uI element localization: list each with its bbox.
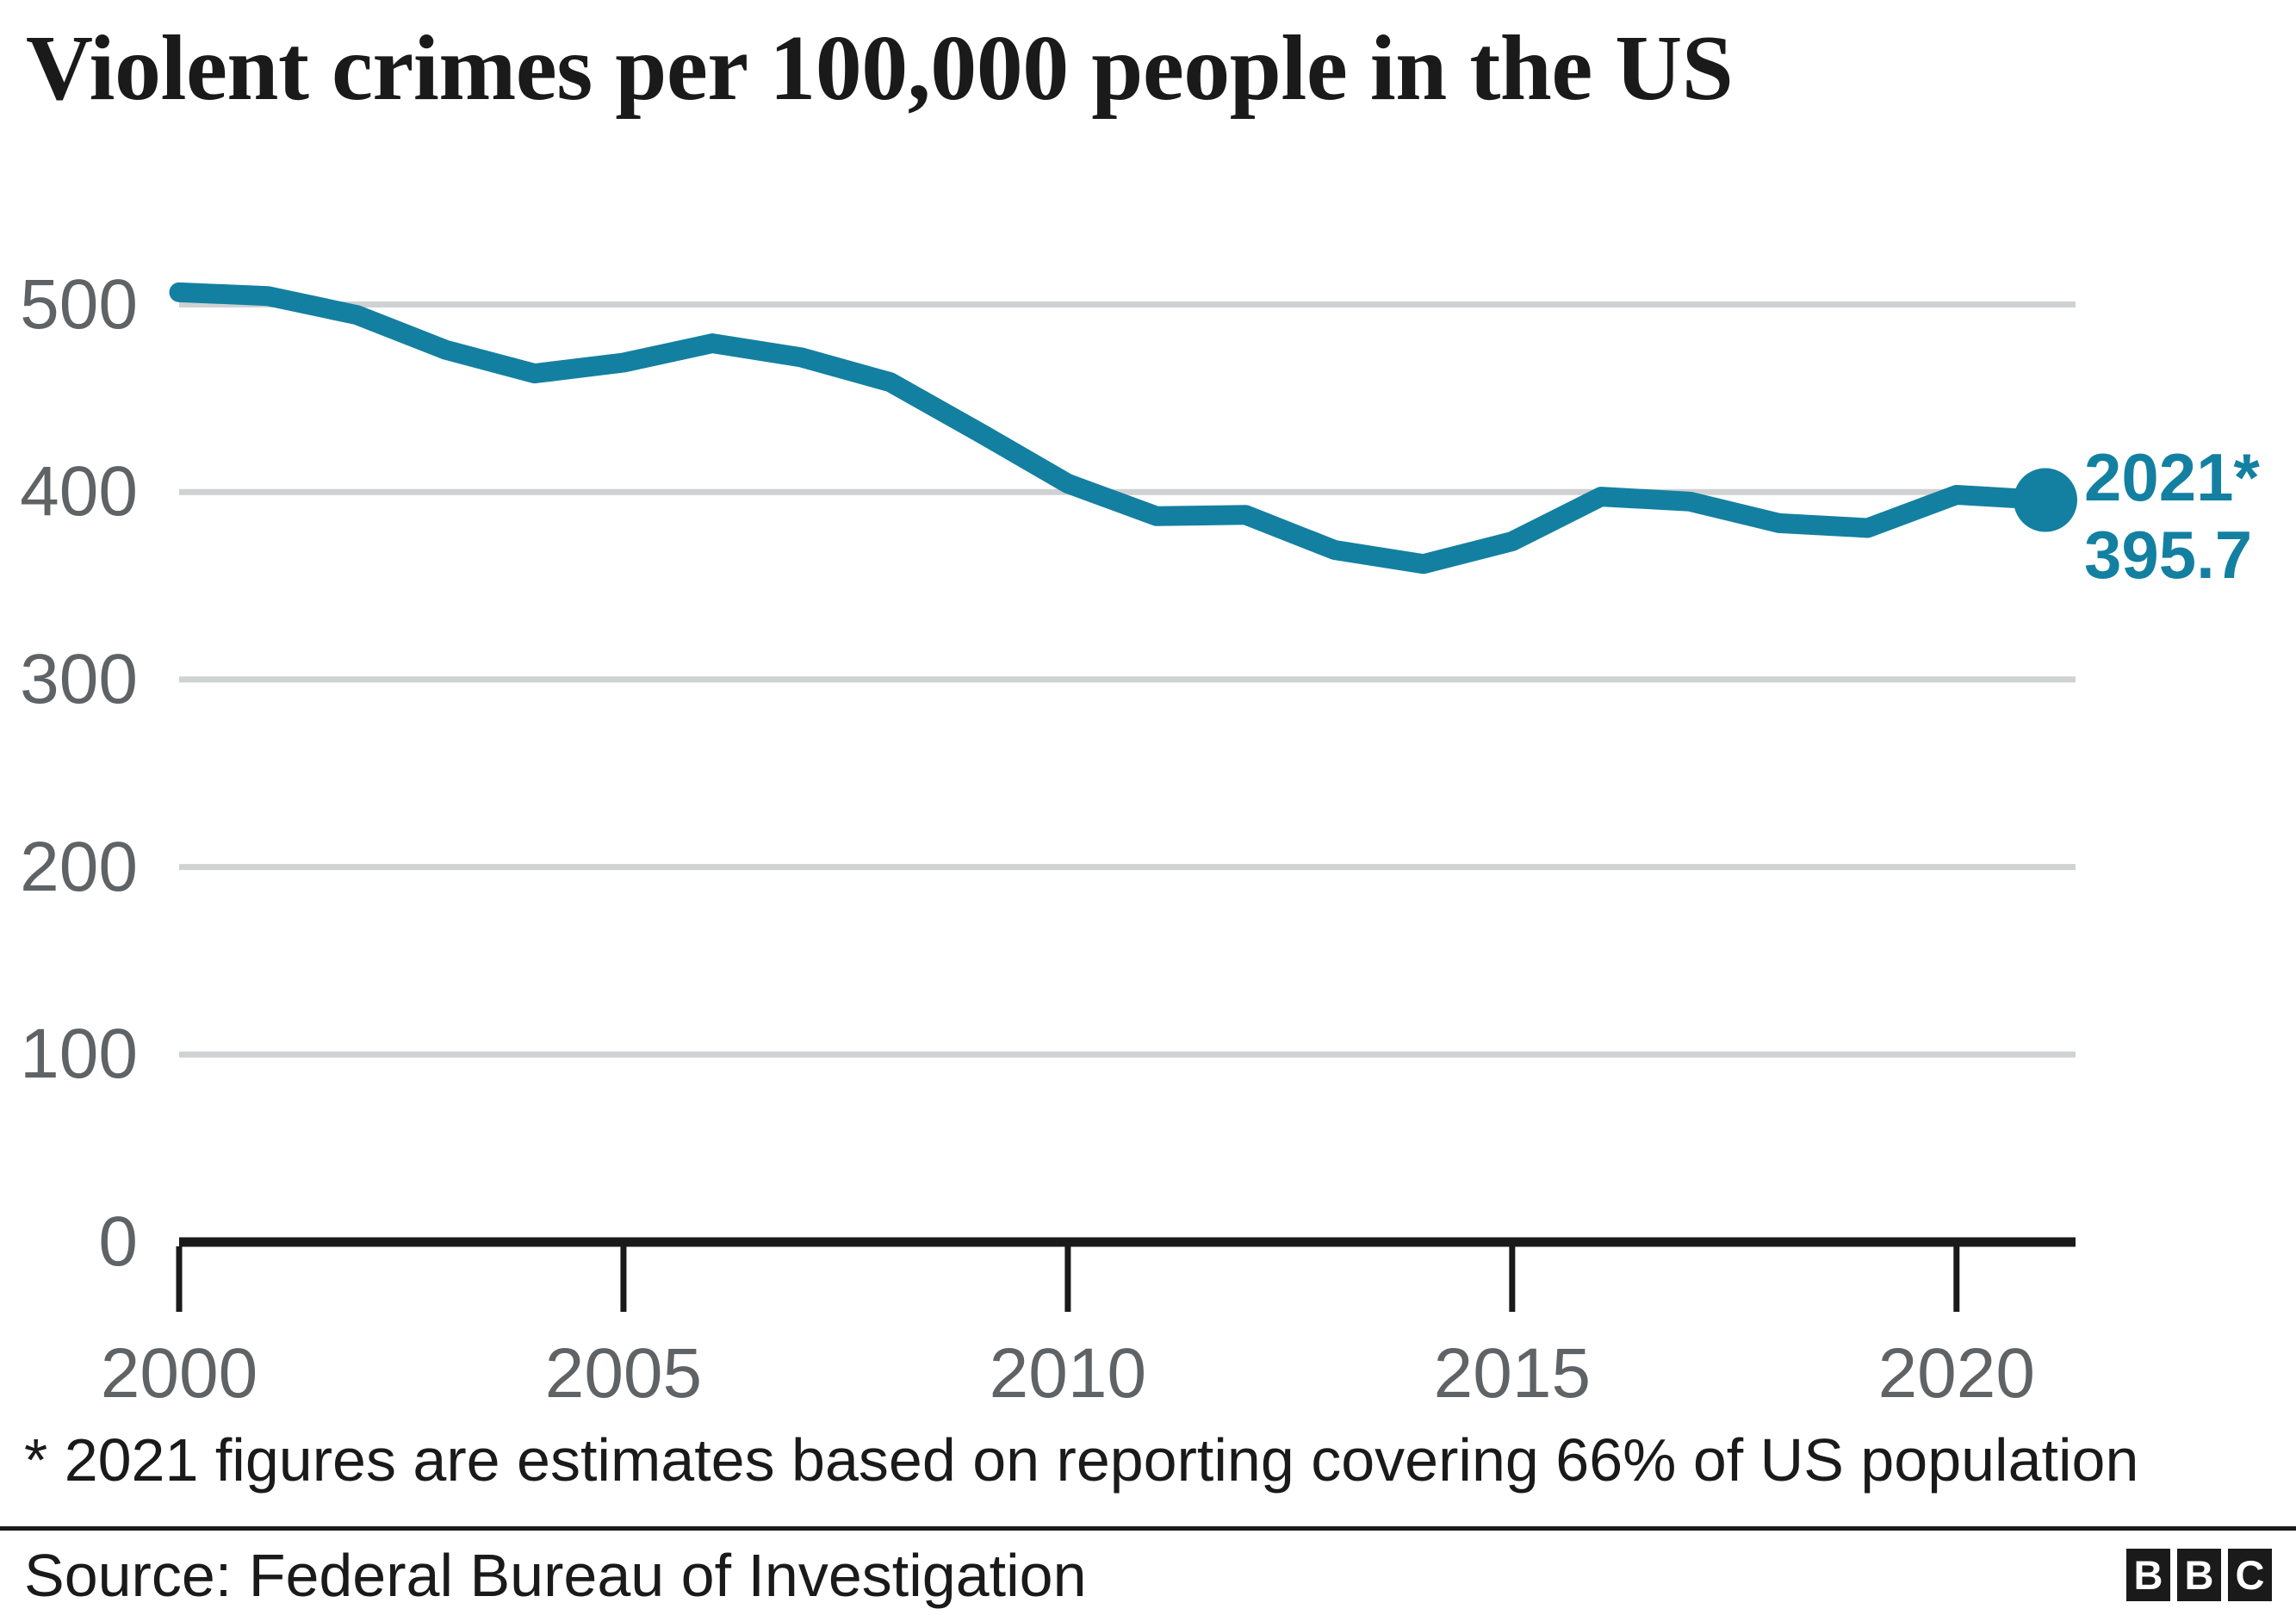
y-axis-tick-label: 500 <box>20 264 138 344</box>
source-text: Source: Federal Bureau of Investigation <box>24 1541 1087 1609</box>
x-axis-tick-label: 2020 <box>1877 1334 2035 1413</box>
series-line <box>169 282 2056 575</box>
x-tick-marks <box>176 1246 1960 1312</box>
x-axis-tick-label: 2000 <box>100 1334 258 1413</box>
bbc-logo-block-2: B <box>2177 1549 2221 1601</box>
bbc-logo-block-1: B <box>2126 1549 2170 1601</box>
y-axis-tick-label: 300 <box>20 639 138 718</box>
y-axis-tick-label: 100 <box>20 1015 138 1094</box>
series-end-annotation: 2021* 395.7 <box>2084 439 2260 593</box>
x-axis-tick-label: 2015 <box>1433 1334 1592 1413</box>
y-axis-tick-label: 400 <box>20 452 138 531</box>
annotation-value: 395.7 <box>2084 516 2253 593</box>
bbc-logo-block-3: C <box>2228 1549 2272 1601</box>
x-axis-tick-label: 2005 <box>544 1334 703 1413</box>
y-axis-tick-label: 0 <box>98 1202 138 1281</box>
chart-footnote: * 2021 figures are estimates based on re… <box>24 1426 2139 1494</box>
source-divider <box>0 1526 2296 1531</box>
source-row: Source: Federal Bureau of Investigation … <box>0 1535 2296 1615</box>
annotation-year: 2021* <box>2084 439 2260 515</box>
page-title: Violent crimes per 100,000 people in the… <box>26 17 1734 120</box>
bbc-logo: B B C <box>2126 1549 2272 1601</box>
y-axis-tick-label: 200 <box>20 827 138 906</box>
gridlines <box>179 301 2076 1058</box>
end-point-marker <box>2014 468 2077 532</box>
x-axis-tick-label: 2010 <box>989 1334 1147 1413</box>
